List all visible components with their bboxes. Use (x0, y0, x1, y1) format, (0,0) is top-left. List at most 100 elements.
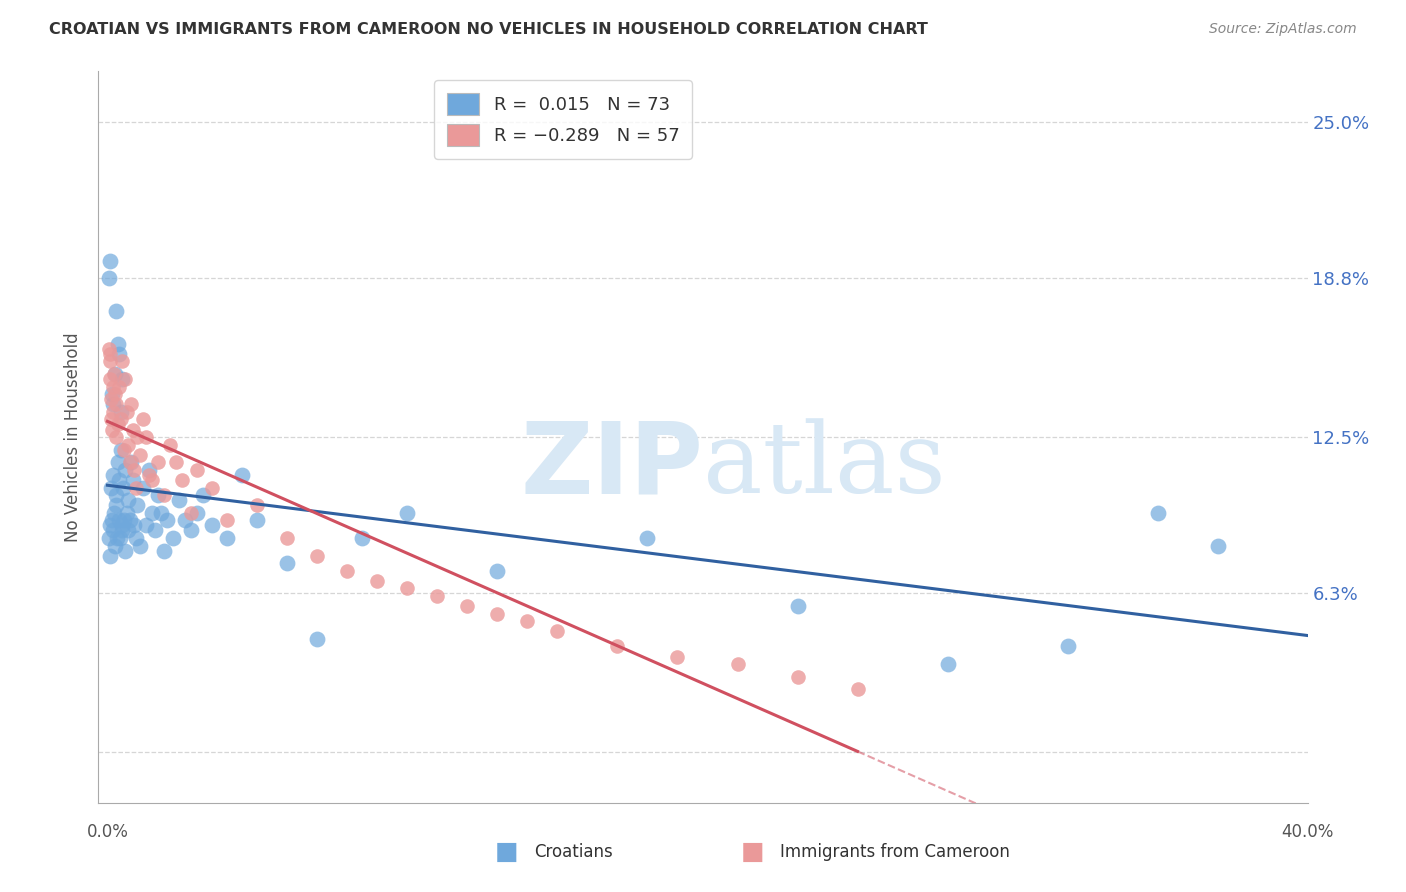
Text: ZIP: ZIP (520, 417, 703, 515)
Point (110, 405, 132, 419)
Text: 0.0%: 0.0% (87, 823, 128, 841)
Point (114, 543, 136, 558)
Point (936, 657, 959, 671)
Point (101, 397, 124, 411)
Legend: R =  0.015   N = 73, R = −0.289   N = 57: R = 0.015 N = 73, R = −0.289 N = 57 (434, 80, 692, 159)
Point (231, 467, 253, 482)
Point (101, 379, 124, 393)
Point (100, 372, 122, 386)
Point (110, 442, 132, 457)
Point (162, 531, 184, 545)
Point (105, 430, 128, 444)
Y-axis label: No Vehicles in Household: No Vehicles in Household (65, 332, 83, 542)
Point (132, 412, 155, 426)
Point (122, 473, 145, 487)
Point (129, 448, 152, 462)
Point (186, 506, 208, 520)
Point (117, 493, 139, 508)
Text: Immigrants from Cameroon: Immigrants from Cameroon (780, 843, 1010, 861)
Point (666, 649, 689, 664)
Point (129, 539, 152, 553)
Point (135, 518, 157, 533)
Point (148, 488, 170, 502)
Text: 40.0%: 40.0% (1281, 823, 1334, 841)
Point (148, 455, 170, 469)
Point (108, 473, 131, 487)
Point (105, 304, 128, 318)
Point (103, 405, 125, 419)
Point (122, 423, 145, 437)
Point (98, 253, 121, 268)
Point (104, 539, 127, 553)
Point (180, 506, 202, 520)
Point (180, 524, 202, 538)
Point (165, 455, 187, 469)
Point (103, 367, 125, 381)
Point (396, 506, 419, 520)
Point (1146, 506, 1168, 520)
Point (107, 336, 129, 351)
Point (426, 589, 449, 603)
Point (186, 463, 208, 477)
Point (105, 531, 128, 545)
Point (98, 347, 121, 361)
Point (125, 481, 148, 495)
Point (107, 455, 129, 469)
Point (193, 488, 215, 502)
Point (336, 564, 359, 578)
Point (456, 599, 478, 613)
Point (138, 467, 160, 482)
Point (104, 367, 127, 381)
Point (104, 488, 127, 502)
Point (307, 632, 329, 646)
Point (112, 442, 135, 457)
Point (100, 412, 122, 426)
Point (486, 607, 509, 621)
Point (637, 531, 659, 545)
Point (246, 498, 269, 512)
Point (115, 506, 138, 520)
Point (118, 455, 141, 469)
Point (111, 518, 134, 533)
Point (117, 437, 139, 451)
Point (110, 412, 132, 426)
Text: CROATIAN VS IMMIGRANTS FROM CAMEROON NO VEHICLES IN HOUSEHOLD CORRELATION CHART: CROATIAN VS IMMIGRANTS FROM CAMEROON NO … (49, 22, 928, 37)
Text: ■: ■ (741, 840, 763, 863)
Point (201, 481, 224, 495)
Point (153, 488, 176, 502)
Point (1056, 640, 1078, 654)
Point (172, 473, 194, 487)
Point (135, 430, 157, 444)
Point (108, 513, 131, 527)
Point (111, 354, 134, 368)
Point (276, 556, 298, 570)
Point (98, 518, 121, 533)
Point (174, 513, 197, 527)
Point (201, 518, 224, 533)
Point (486, 564, 509, 578)
Point (156, 513, 179, 527)
Point (100, 392, 122, 407)
Point (100, 549, 122, 563)
Point (786, 599, 808, 613)
Point (114, 372, 136, 386)
Point (108, 531, 131, 545)
Point (111, 372, 134, 386)
Point (786, 670, 808, 684)
Text: Source: ZipAtlas.com: Source: ZipAtlas.com (1209, 22, 1357, 37)
Point (169, 493, 191, 508)
Point (217, 513, 239, 527)
Point (606, 640, 628, 654)
Text: ■: ■ (495, 840, 517, 863)
Point (101, 423, 124, 437)
Point (103, 506, 125, 520)
Text: Croatians: Croatians (534, 843, 613, 861)
Point (98, 354, 121, 368)
Point (153, 543, 176, 558)
Point (366, 574, 388, 588)
Point (101, 513, 124, 527)
Point (846, 682, 869, 697)
Point (103, 467, 125, 482)
Point (1206, 539, 1229, 553)
Point (118, 513, 141, 527)
